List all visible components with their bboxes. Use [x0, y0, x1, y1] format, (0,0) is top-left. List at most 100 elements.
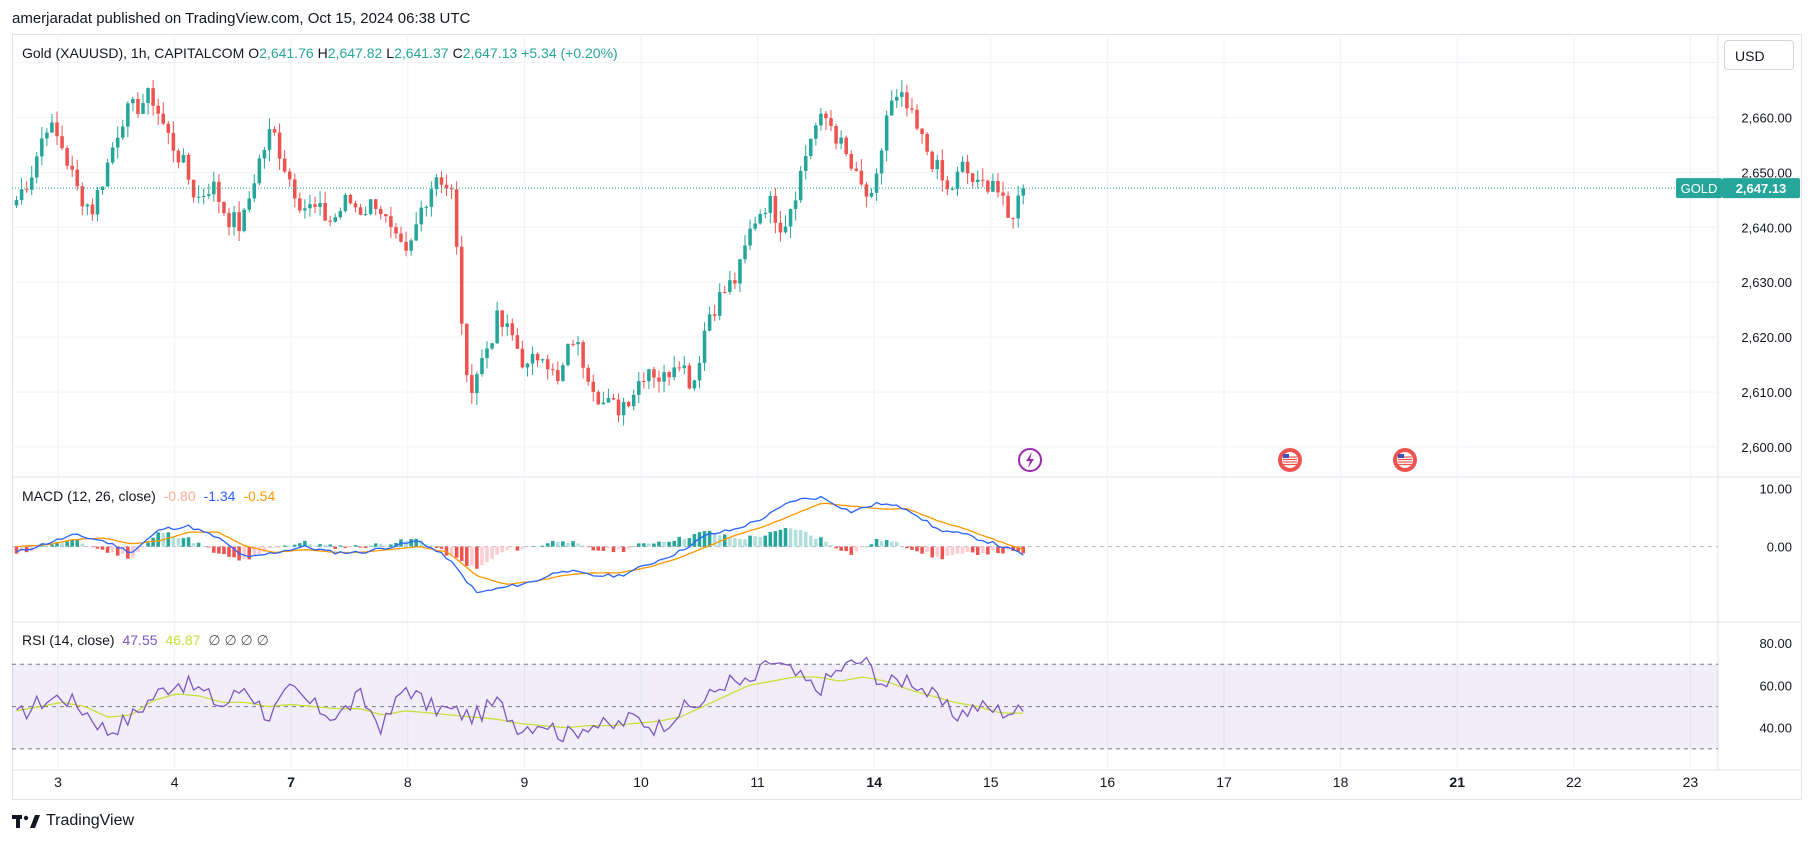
- symbol-title[interactable]: Gold (XAUUSD), 1h, CAPITALCOM: [22, 45, 245, 61]
- price-tick-label: 2,600.00: [1741, 440, 1792, 455]
- macd-histogram-bar: [105, 546, 110, 553]
- price-legend[interactable]: Gold (XAUUSD), 1h, CAPITALCOM O2,641.76 H2…: [22, 45, 622, 61]
- lightning-event-icon[interactable]: [1018, 448, 1042, 472]
- candle-body: [227, 213, 231, 228]
- candle-body: [257, 158, 262, 184]
- price-tick-label: 2,630.00: [1741, 275, 1792, 290]
- candle-body: [854, 168, 859, 171]
- macd-histogram-bar: [323, 544, 327, 547]
- candle-body: [601, 402, 606, 405]
- rsi-pane: [12, 656, 1718, 750]
- candle-body: [485, 348, 489, 359]
- rsi-legend[interactable]: RSI (14, close) 47.55 46.87 ∅ ∅ ∅ ∅: [22, 632, 273, 649]
- macd-histogram-bar: [551, 540, 555, 547]
- candle-body: [50, 122, 54, 133]
- candle-body: [85, 204, 90, 207]
- price-tick-label: 2,610.00: [1741, 385, 1792, 400]
- macd-histogram-bar: [414, 538, 418, 547]
- candle-body: [475, 374, 479, 393]
- candle-body: [40, 138, 44, 157]
- candle-body: [181, 154, 186, 163]
- macd-label[interactable]: MACD (12, 26, close): [22, 488, 156, 504]
- macd-histogram-bar: [1021, 546, 1026, 554]
- macd-histogram-bar: [75, 539, 80, 547]
- macd-histogram-bar: [925, 546, 929, 553]
- macd-histogram-bar: [292, 544, 297, 547]
- macd-legend[interactable]: MACD (12, 26, close) -0.80 -1.34 -0.54: [22, 488, 279, 504]
- macd-histogram-bar: [353, 545, 358, 547]
- candle-body: [449, 188, 454, 190]
- candle-body: [515, 335, 520, 349]
- macd-histogram-bar: [191, 543, 196, 547]
- us-flag-event-icon[interactable]: [1393, 448, 1417, 472]
- macd-histogram-bar: [110, 546, 115, 552]
- macd-histogram-bar: [915, 546, 919, 552]
- macd-histogram-bar: [975, 546, 980, 556]
- candle-body: [110, 147, 115, 163]
- time-tick-label: 8: [404, 774, 412, 790]
- candle-body: [692, 380, 697, 389]
- tradingview-brand[interactable]: TradingView: [12, 812, 134, 830]
- candle-body: [267, 129, 272, 150]
- time-tick-label: 11: [750, 774, 765, 790]
- candle-body: [120, 126, 125, 138]
- time-tick-label: 10: [633, 774, 649, 790]
- macd-histogram-bar: [90, 546, 95, 548]
- macd-histogram-bar: [465, 546, 469, 566]
- candle-body: [950, 188, 955, 190]
- macd-histogram-bar: [252, 546, 257, 557]
- candle-body: [697, 362, 702, 381]
- macd-histogram-bar: [343, 546, 348, 548]
- candle-body: [65, 148, 69, 166]
- macd-histogram-bar: [287, 545, 292, 547]
- candle-body: [29, 177, 34, 190]
- us-flag-event-icon[interactable]: [1278, 448, 1302, 472]
- rsi-tick-label: 60.00: [1759, 678, 1792, 693]
- time-tick-label: 16: [1100, 774, 1116, 790]
- macd-histogram-bar: [277, 546, 282, 548]
- candle-body: [591, 381, 596, 392]
- candle-body: [1011, 217, 1015, 219]
- candle-body: [313, 204, 317, 207]
- candle-body: [298, 198, 302, 211]
- macd-histogram-bar: [965, 546, 970, 553]
- macd-histogram-bar: [591, 546, 596, 551]
- macd-pane: [12, 495, 1718, 594]
- macd-histogram-bar: [156, 532, 160, 547]
- candle-body: [702, 330, 707, 363]
- macd-histogram-bar: [566, 542, 570, 547]
- candle-body: [80, 186, 85, 207]
- candle-body: [844, 137, 848, 154]
- candle-body: [981, 179, 985, 181]
- close-value: 2,647.13: [462, 45, 518, 61]
- macd-histogram-bar: [60, 543, 64, 547]
- candle-body: [217, 181, 221, 203]
- time-tick-label: 4: [171, 774, 179, 790]
- candle-body: [793, 200, 798, 210]
- macd-tick-label: 10.00: [1759, 482, 1792, 497]
- macd-histogram-bar: [950, 546, 955, 556]
- candle-body: [201, 196, 206, 198]
- candle-body: [743, 245, 747, 260]
- candle-body: [277, 132, 282, 159]
- macd-histogram-bar: [333, 546, 338, 549]
- price-tag-value: 2,647.13: [1736, 181, 1787, 196]
- macd-histogram-bar: [1016, 546, 1020, 552]
- candle-body: [824, 113, 828, 119]
- rsi-label[interactable]: RSI (14, close): [22, 632, 115, 648]
- macd-histogram-bar: [181, 538, 186, 547]
- candle-body: [495, 310, 499, 344]
- macd-histogram-bar: [616, 546, 621, 549]
- candle-body: [1001, 192, 1005, 196]
- brand-label: TradingView: [46, 812, 135, 829]
- macd-histogram-bar: [738, 538, 742, 547]
- macd-histogram-bar: [394, 542, 398, 547]
- candle-body: [819, 113, 823, 126]
- macd-histogram-bar: [1001, 546, 1005, 554]
- macd-histogram-bar: [728, 537, 732, 547]
- macd-histogram-bar: [900, 546, 904, 548]
- macd-histogram-bar: [282, 545, 287, 547]
- candle-body: [586, 367, 590, 382]
- currency-button[interactable]: USD: [1724, 40, 1794, 70]
